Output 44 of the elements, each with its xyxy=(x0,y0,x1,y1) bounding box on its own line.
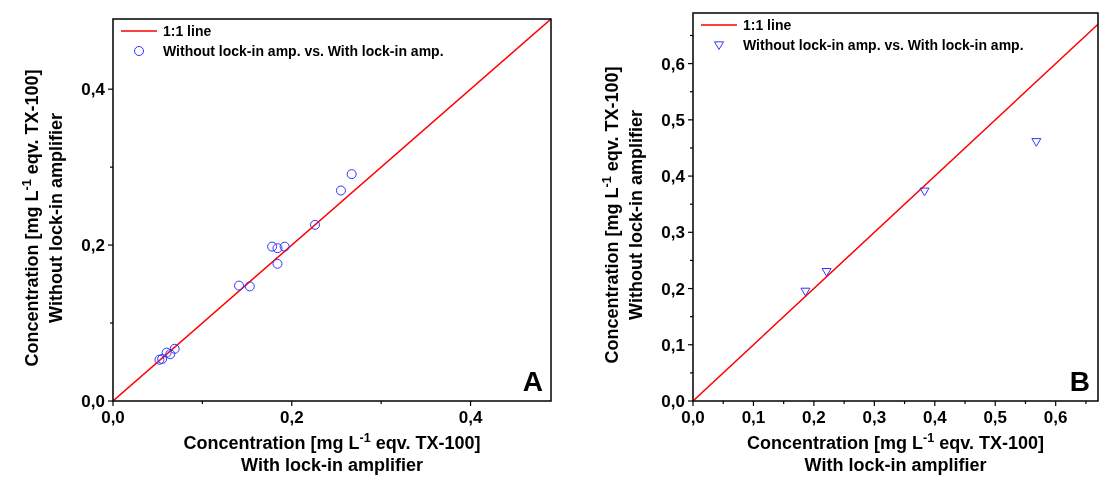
point xyxy=(310,219,321,230)
point xyxy=(267,241,278,252)
point xyxy=(161,347,172,358)
x-tick-label: 0,0 xyxy=(681,408,705,427)
y-tick-label: 0,2 xyxy=(661,279,685,299)
y-tick-label: 0,4 xyxy=(81,80,106,100)
annotation: A xyxy=(522,366,543,397)
x-axis-title: Concentration [mg L$^{-1}$ eqv. TX-100] With lock-in amplifier xyxy=(747,431,1044,475)
x-tick-label: 0,4 xyxy=(458,408,483,427)
legend-label: 1:1 line xyxy=(163,23,212,39)
y-tick-label: 0,4 xyxy=(661,167,686,187)
point xyxy=(821,268,832,277)
x-tick-label: 0,2 xyxy=(279,408,304,427)
y-tick-label: 0,6 xyxy=(661,54,685,74)
legend-label: Without lock-in amp. vs. With lock-in amp. xyxy=(163,43,444,59)
y-tick-label: 0,5 xyxy=(661,110,685,130)
point xyxy=(335,185,346,196)
point xyxy=(1031,138,1042,147)
annotation: B xyxy=(1069,366,1090,397)
point xyxy=(169,343,180,354)
point xyxy=(272,243,283,254)
y-tick-label: 0,0 xyxy=(81,392,105,411)
x-tick-label: 0,3 xyxy=(862,408,887,427)
point xyxy=(165,349,176,360)
x-tick-label: 0,2 xyxy=(802,408,826,427)
point xyxy=(234,280,245,291)
x-tick-label: 0,1 xyxy=(741,408,766,427)
x-tick-label: 0,4 xyxy=(922,408,948,427)
y-tick-label: 0,1 xyxy=(661,335,685,355)
point xyxy=(244,281,255,292)
point xyxy=(919,187,930,197)
point xyxy=(346,169,357,180)
y-tick-label: 0,0 xyxy=(661,392,685,411)
point xyxy=(279,241,290,252)
point xyxy=(800,287,811,297)
x-tick-label: 0,6 xyxy=(1043,408,1068,427)
y-tick-label: 0,3 xyxy=(661,223,685,243)
legend-label: 1:1 line xyxy=(743,17,792,33)
x-tick-label: 0,0 xyxy=(101,408,125,427)
x-axis-title: Concentration [mg L$^{-1}$ eqv. TX-100] With lock-in amplifier xyxy=(183,431,481,475)
legend-label: Without lock-in amp. vs. With lock-in amp. xyxy=(743,37,1024,53)
x-tick-label: 0,5 xyxy=(983,408,1008,427)
point xyxy=(272,258,283,269)
y-tick-label: 0,2 xyxy=(81,236,105,256)
